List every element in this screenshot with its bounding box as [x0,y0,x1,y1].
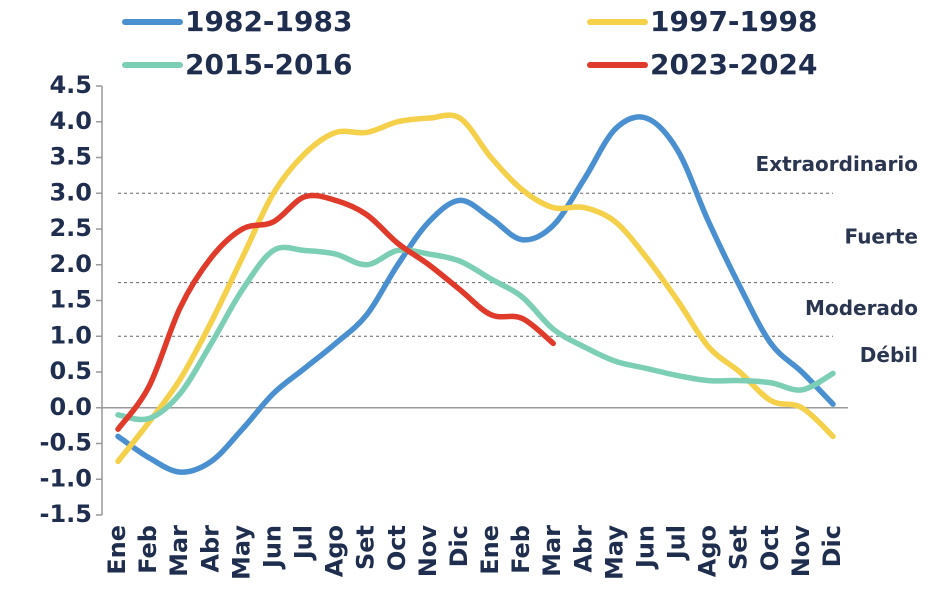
series-line [115,192,556,432]
y-tick-label: 2.5 [49,214,92,242]
x-tick-label: Abr [569,525,597,573]
x-tick-label: Dic [818,525,846,567]
x-tick-label: Jul [663,525,691,561]
y-tick-label: 0.5 [49,357,92,385]
x-tick-label: Ago [321,525,349,577]
x-tick-label: Feb [507,525,535,574]
y-tick-label: -0.5 [40,429,92,457]
series-line [115,114,836,475]
series-line [115,244,836,423]
threshold-label: Fuerte [845,224,918,248]
x-tick-label: Jul [290,525,318,561]
y-tick-label: 4.0 [49,107,92,135]
x-tick-label: Oct [756,525,784,571]
x-tick-label: Oct [383,525,411,571]
x-tick-label: Mar [165,525,193,577]
y-tick-label: -1.0 [40,464,92,492]
legend-label: 2023-2024 [650,48,817,81]
threshold-label: Moderado [805,296,918,320]
x-tick-label: Ago [694,525,722,577]
x-tick-label: May [227,525,255,580]
x-tick-label: Feb [134,525,162,574]
threshold-label: Débil [860,343,918,367]
x-tick-label: Ene [476,525,504,575]
y-tick-label: -1.5 [40,500,92,528]
legend-label: 2015-2016 [185,48,352,81]
series-line [115,112,836,465]
legend-label: 1982-1983 [185,5,352,38]
legend-label: 1997-1998 [650,5,817,38]
x-tick-label: Jun [258,525,286,570]
x-tick-label: Set [725,525,753,570]
y-tick-label: 2.0 [49,250,92,278]
x-tick-label: May [600,525,628,580]
y-tick-label: 3.5 [49,143,92,171]
x-tick-label: Nov [787,525,815,578]
x-tick-label: Abr [196,525,224,573]
x-tick-label: Mar [538,525,566,577]
y-tick-label: 3.0 [49,178,92,206]
y-tick-label: 1.0 [49,321,92,349]
x-tick-label: Set [352,525,380,570]
x-tick-label: Ene [103,525,131,575]
x-tick-label: Dic [445,525,473,567]
y-tick-label: 4.5 [49,71,92,99]
y-tick-label: 1.5 [49,286,92,314]
x-tick-label: Jun [631,525,659,570]
x-tick-label: Nov [414,525,442,578]
y-tick-label: 0.0 [49,393,92,421]
threshold-label: Extraordinario [756,152,918,176]
